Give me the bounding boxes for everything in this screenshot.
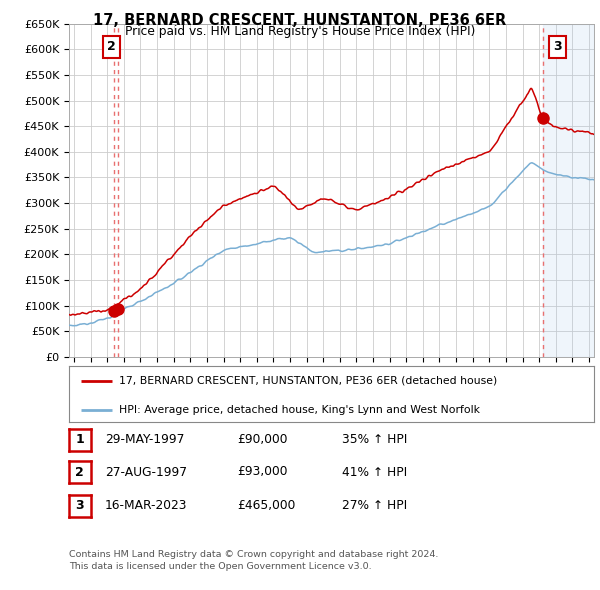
Text: £465,000: £465,000 [237,499,295,512]
Bar [542,24,594,357]
Text: 3: 3 [76,499,84,513]
Text: 17, BERNARD CRESCENT, HUNSTANTON, PE36 6ER: 17, BERNARD CRESCENT, HUNSTANTON, PE36 6… [94,13,506,28]
Text: 27-AUG-1997: 27-AUG-1997 [105,466,187,478]
Text: 2: 2 [76,466,84,479]
Text: 16-MAR-2023: 16-MAR-2023 [105,499,187,512]
Text: 35% ↑ HPI: 35% ↑ HPI [342,433,407,446]
Text: Contains HM Land Registry data © Crown copyright and database right 2024.: Contains HM Land Registry data © Crown c… [69,550,439,559]
Text: £93,000: £93,000 [237,466,287,478]
Text: 3: 3 [553,40,562,53]
Text: HPI: Average price, detached house, King's Lynn and West Norfolk: HPI: Average price, detached house, King… [119,405,481,415]
Text: 2: 2 [107,40,116,53]
Text: 29-MAY-1997: 29-MAY-1997 [105,433,184,446]
Text: This data is licensed under the Open Government Licence v3.0.: This data is licensed under the Open Gov… [69,562,371,571]
Text: 41% ↑ HPI: 41% ↑ HPI [342,466,407,478]
Text: 1: 1 [76,433,84,447]
Text: Price paid vs. HM Land Registry's House Price Index (HPI): Price paid vs. HM Land Registry's House … [125,25,475,38]
Text: 17, BERNARD CRESCENT, HUNSTANTON, PE36 6ER (detached house): 17, BERNARD CRESCENT, HUNSTANTON, PE36 6… [119,376,497,386]
Text: 27% ↑ HPI: 27% ↑ HPI [342,499,407,512]
Text: £90,000: £90,000 [237,433,287,446]
